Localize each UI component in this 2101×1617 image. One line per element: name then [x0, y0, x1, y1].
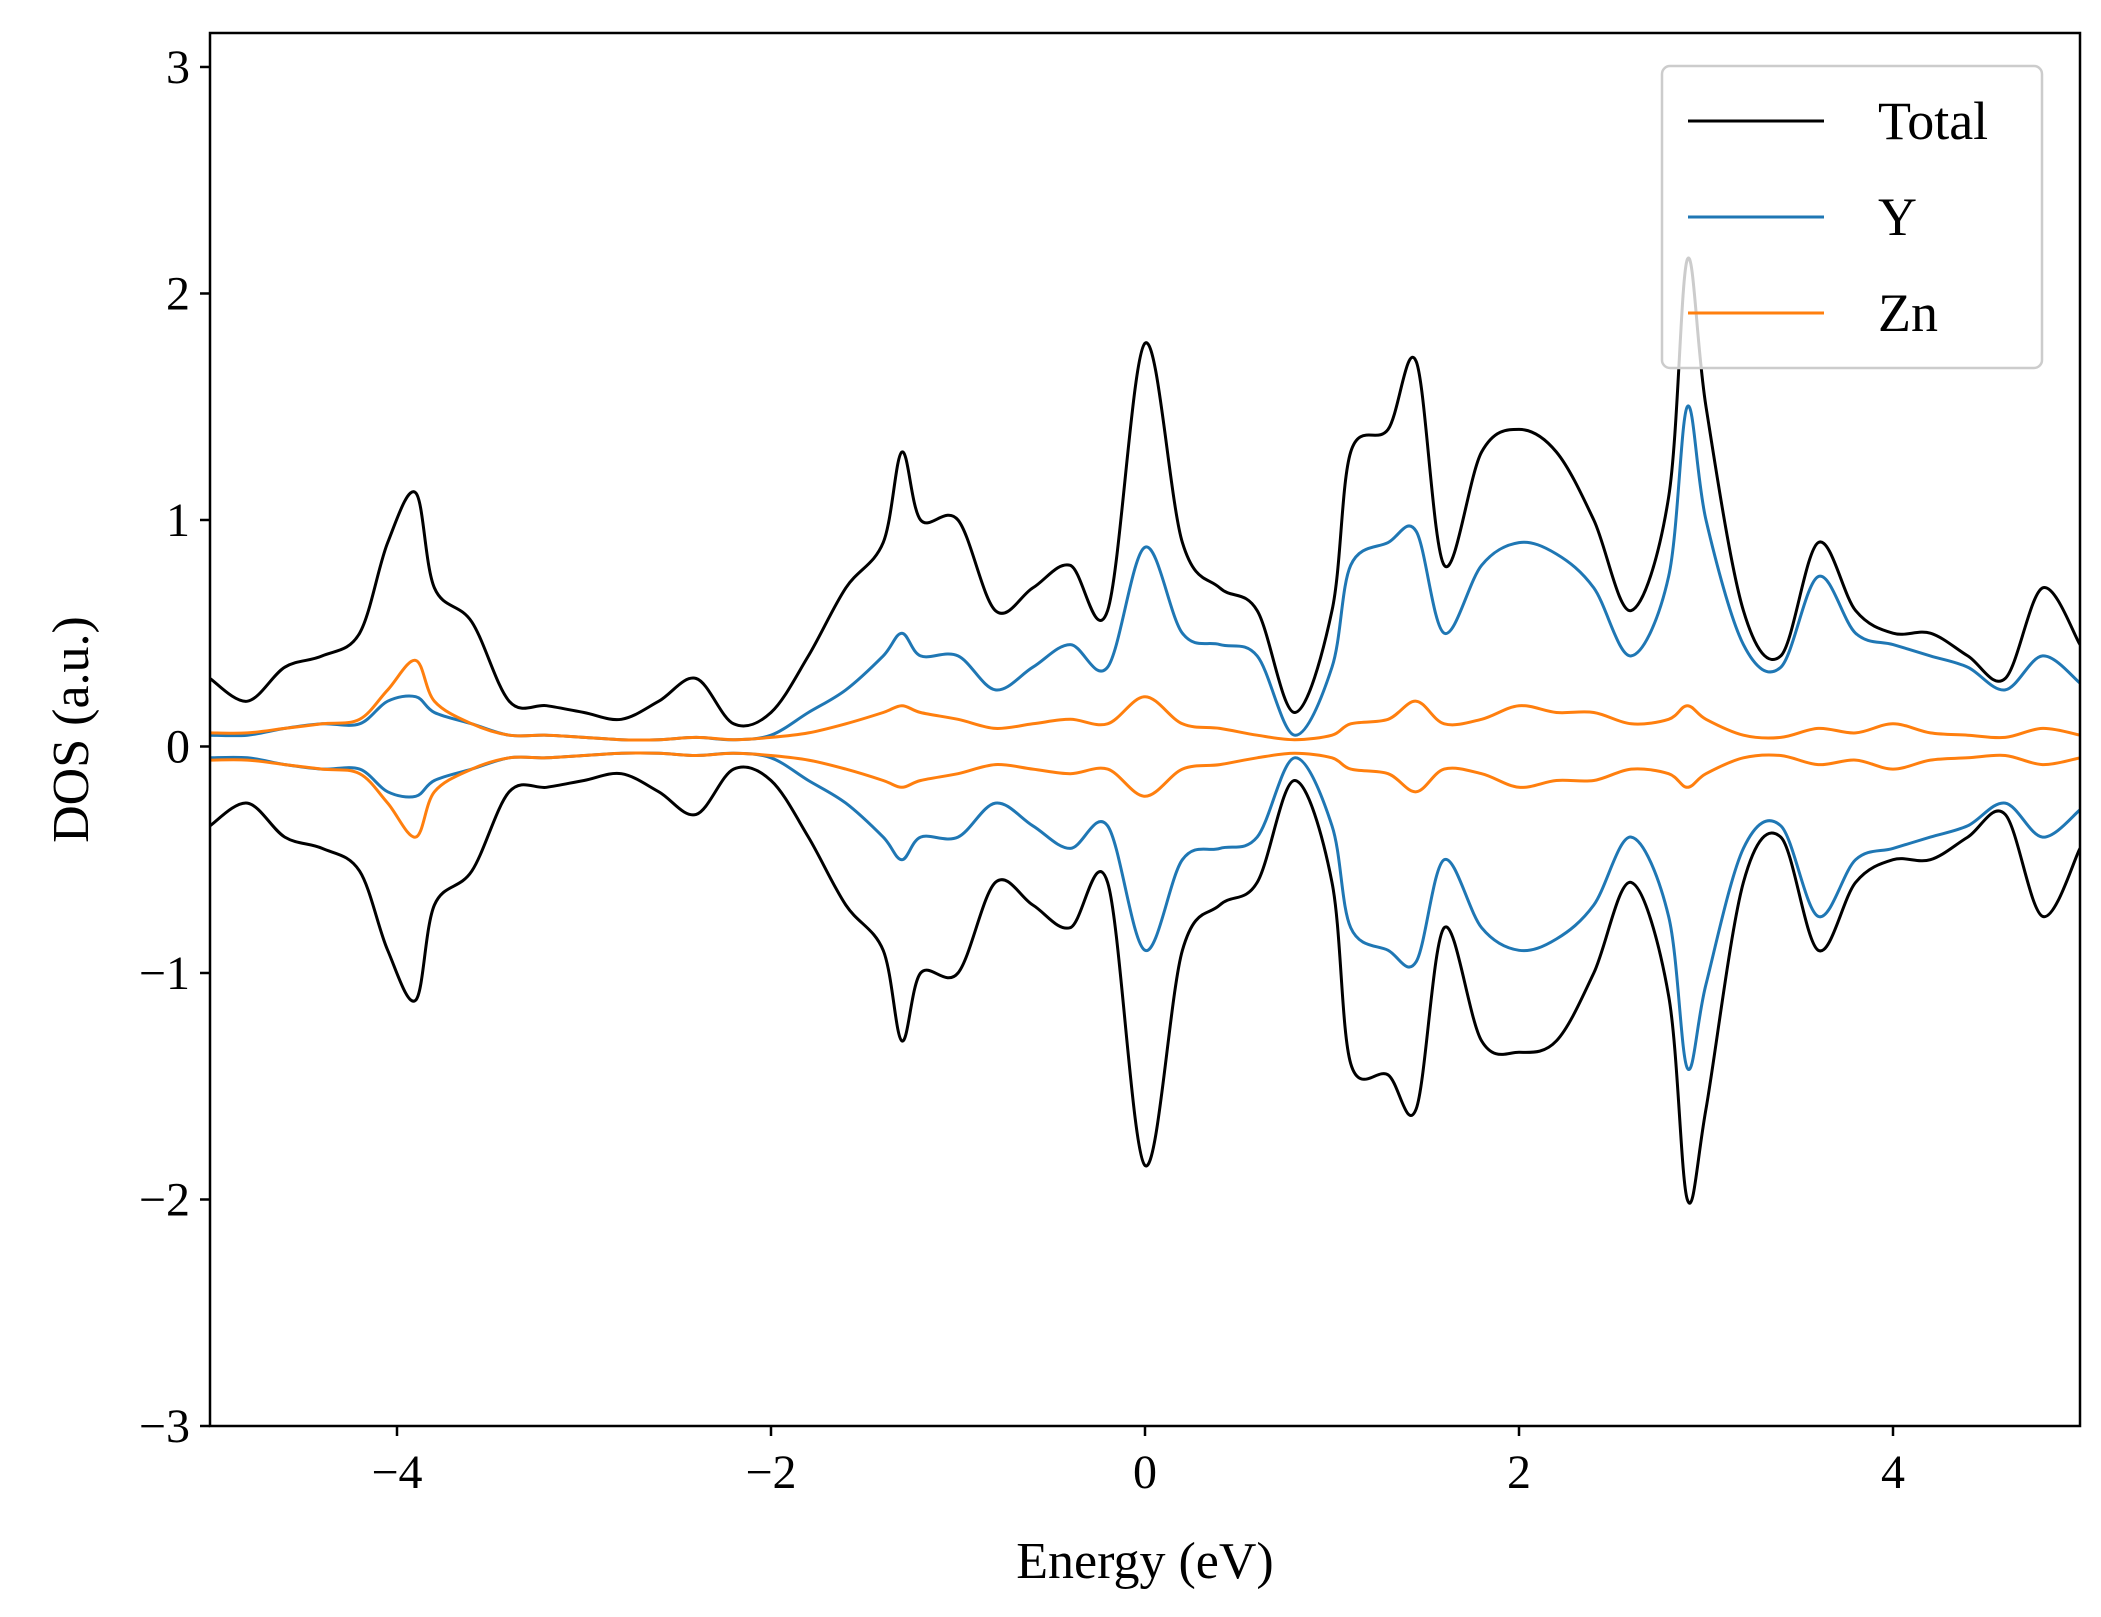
legend: Total Y Zn — [1660, 64, 2044, 370]
x-tick-label: 2 — [1507, 1446, 1531, 1499]
series-line-total-up — [210, 256, 2080, 728]
y-tick-label: 3 — [166, 41, 190, 94]
series-layer — [210, 256, 2080, 1205]
x-tick-label: 4 — [1881, 1446, 1905, 1499]
x-tick-label: −2 — [745, 1446, 796, 1499]
series-line-y-down — [210, 751, 2080, 1072]
series-line-zn-down — [210, 751, 2080, 839]
legend-box — [1660, 64, 2044, 370]
y-tick-label: −1 — [139, 947, 190, 1000]
y-axis-label: DOS (a.u.) — [43, 616, 100, 843]
x-tick-label: 0 — [1133, 1446, 1157, 1499]
y-tick-label: 1 — [166, 494, 190, 547]
legend-label-zn: Zn — [1878, 283, 1938, 343]
x-axis: −4 −2 0 2 4 — [371, 1426, 1905, 1499]
y-tick-label: 0 — [166, 720, 190, 773]
y-axis: −3 −2 −1 0 1 2 3 — [139, 41, 210, 1453]
series-line-y-up — [210, 404, 2080, 742]
x-axis-label: Energy (eV) — [1016, 1533, 1274, 1590]
y-tick-label: −3 — [139, 1400, 190, 1453]
series-line-total-down — [210, 765, 2080, 1205]
legend-label-y: Y — [1878, 187, 1917, 247]
series-line-zn-up — [210, 658, 2080, 742]
legend-label-total: Total — [1878, 91, 1988, 151]
y-tick-label: −2 — [139, 1173, 190, 1226]
y-tick-label: 2 — [166, 267, 190, 320]
x-tick-label: −4 — [371, 1446, 422, 1499]
